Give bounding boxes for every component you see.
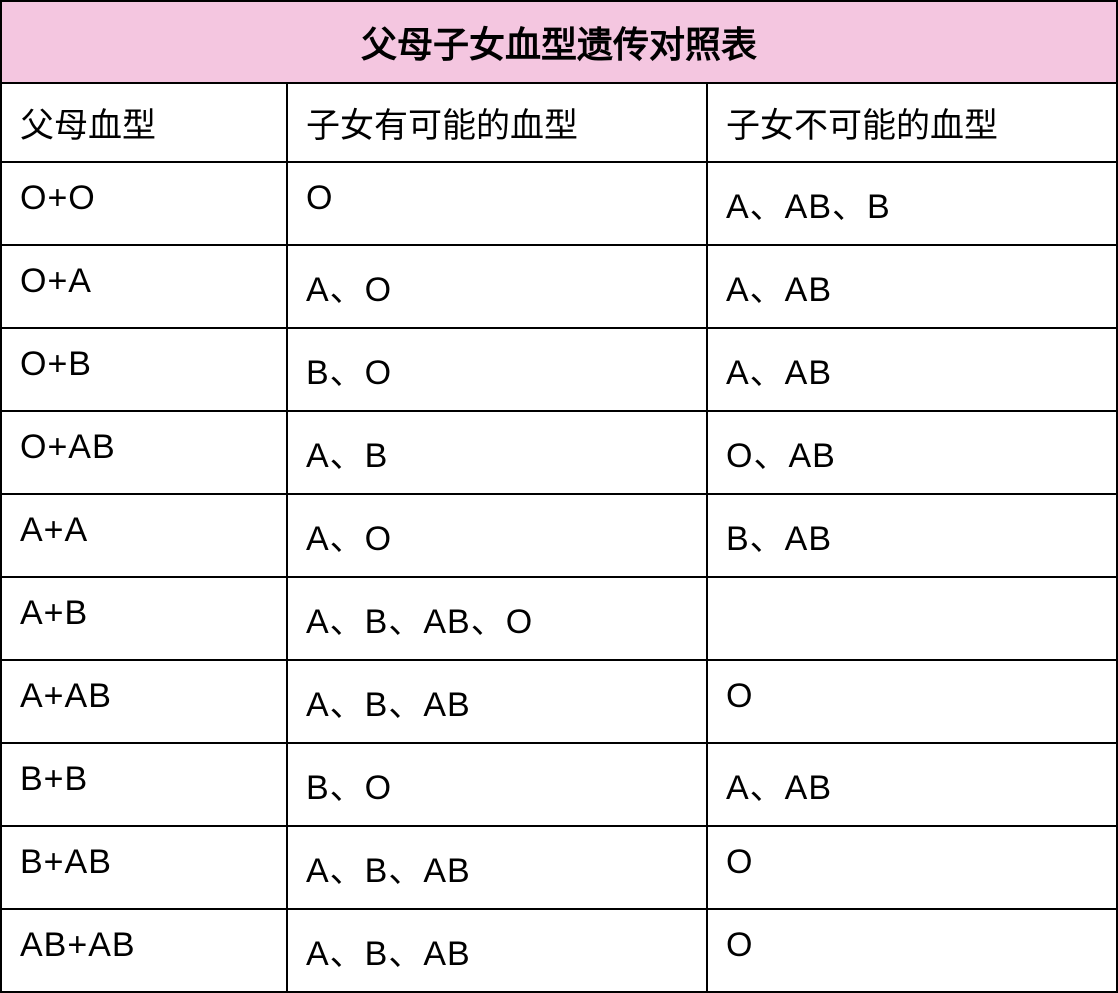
table-row: O+AB A、B O、AB [2,412,1116,495]
cell-parents: O+A [2,246,288,327]
cell-possible: A、B、AB [288,910,708,991]
table-row: A+A A、O B、AB [2,495,1116,578]
cell-impossible: B、AB [708,495,1116,576]
table-row: O+B B、O A、AB [2,329,1116,412]
table-row: A+AB A、B、AB O [2,661,1116,744]
cell-parents: A+B [2,578,288,659]
cell-possible: A、B、AB [288,661,708,742]
header-possible: 子女有可能的血型 [288,84,708,161]
table-row: A+B A、B、AB、O [2,578,1116,661]
cell-possible: A、B [288,412,708,493]
cell-parents: O+B [2,329,288,410]
cell-possible: B、O [288,329,708,410]
cell-parents: B+B [2,744,288,825]
header-parents: 父母血型 [2,84,288,161]
header-impossible: 子女不可能的血型 [708,84,1116,161]
table-header-row: 父母血型 子女有可能的血型 子女不可能的血型 [2,84,1116,163]
cell-impossible: O [708,827,1116,908]
cell-possible: O [288,163,708,244]
cell-parents: O+O [2,163,288,244]
cell-possible: A、B、AB、O [288,578,708,659]
cell-impossible: A、AB [708,246,1116,327]
cell-possible: A、O [288,246,708,327]
cell-parents: A+AB [2,661,288,742]
cell-impossible: A、AB [708,744,1116,825]
table-row: AB+AB A、B、AB O [2,910,1116,991]
cell-impossible [708,578,1116,659]
cell-parents: AB+AB [2,910,288,991]
cell-parents: A+A [2,495,288,576]
table-row: O+O O A、AB、B [2,163,1116,246]
cell-parents: O+AB [2,412,288,493]
cell-parents: B+AB [2,827,288,908]
cell-impossible: A、AB、B [708,163,1116,244]
cell-possible: A、B、AB [288,827,708,908]
table-row: B+AB A、B、AB O [2,827,1116,910]
table-title: 父母子女血型遗传对照表 [2,2,1116,84]
cell-possible: B、O [288,744,708,825]
cell-impossible: O、AB [708,412,1116,493]
blood-type-table: 父母子女血型遗传对照表 父母血型 子女有可能的血型 子女不可能的血型 O+O O… [0,0,1118,993]
cell-impossible: O [708,910,1116,991]
table-row: O+A A、O A、AB [2,246,1116,329]
cell-impossible: A、AB [708,329,1116,410]
cell-impossible: O [708,661,1116,742]
cell-possible: A、O [288,495,708,576]
table-row: B+B B、O A、AB [2,744,1116,827]
